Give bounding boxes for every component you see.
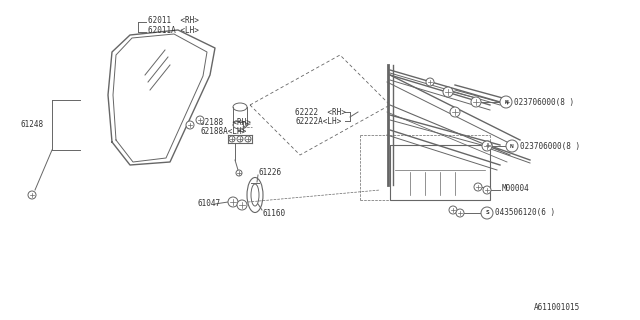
Circle shape (237, 200, 247, 210)
Circle shape (443, 87, 453, 97)
Circle shape (245, 136, 251, 142)
Circle shape (500, 96, 512, 108)
Text: M00004: M00004 (502, 183, 530, 193)
Circle shape (503, 98, 511, 106)
Circle shape (229, 136, 235, 142)
Circle shape (228, 197, 238, 207)
Circle shape (426, 78, 434, 86)
Text: 61248: 61248 (20, 119, 43, 129)
Circle shape (482, 141, 492, 151)
Text: 023706000(8 ): 023706000(8 ) (514, 98, 574, 107)
Circle shape (450, 107, 460, 117)
Circle shape (449, 206, 457, 214)
Text: A611001015: A611001015 (534, 303, 580, 313)
Text: 61226: 61226 (258, 167, 281, 177)
Text: N: N (510, 143, 514, 148)
Text: 62188A<LH>: 62188A<LH> (200, 126, 246, 135)
Circle shape (237, 136, 243, 142)
Text: 043506120(6 ): 043506120(6 ) (495, 209, 555, 218)
Text: 61160: 61160 (262, 209, 285, 218)
Text: 62222A<LH>: 62222A<LH> (295, 116, 341, 125)
Circle shape (456, 209, 464, 217)
Circle shape (481, 207, 493, 219)
Circle shape (484, 141, 492, 149)
Circle shape (28, 191, 36, 199)
Circle shape (471, 97, 481, 107)
Text: 023706000(8 ): 023706000(8 ) (520, 141, 580, 150)
Circle shape (186, 121, 194, 129)
Circle shape (236, 170, 242, 176)
Text: N: N (504, 100, 508, 105)
Circle shape (506, 140, 518, 152)
Text: 61047: 61047 (197, 199, 220, 209)
Circle shape (483, 186, 491, 194)
Circle shape (196, 116, 204, 124)
Text: S: S (485, 211, 489, 215)
Text: 62011  <RH>: 62011 <RH> (148, 15, 199, 25)
Text: 62222  <RH>: 62222 <RH> (295, 108, 346, 116)
Text: 62188  <RH>: 62188 <RH> (200, 117, 251, 126)
Circle shape (474, 183, 482, 191)
Text: 62011A <LH>: 62011A <LH> (148, 26, 199, 35)
Bar (390, 145, 490, 200)
